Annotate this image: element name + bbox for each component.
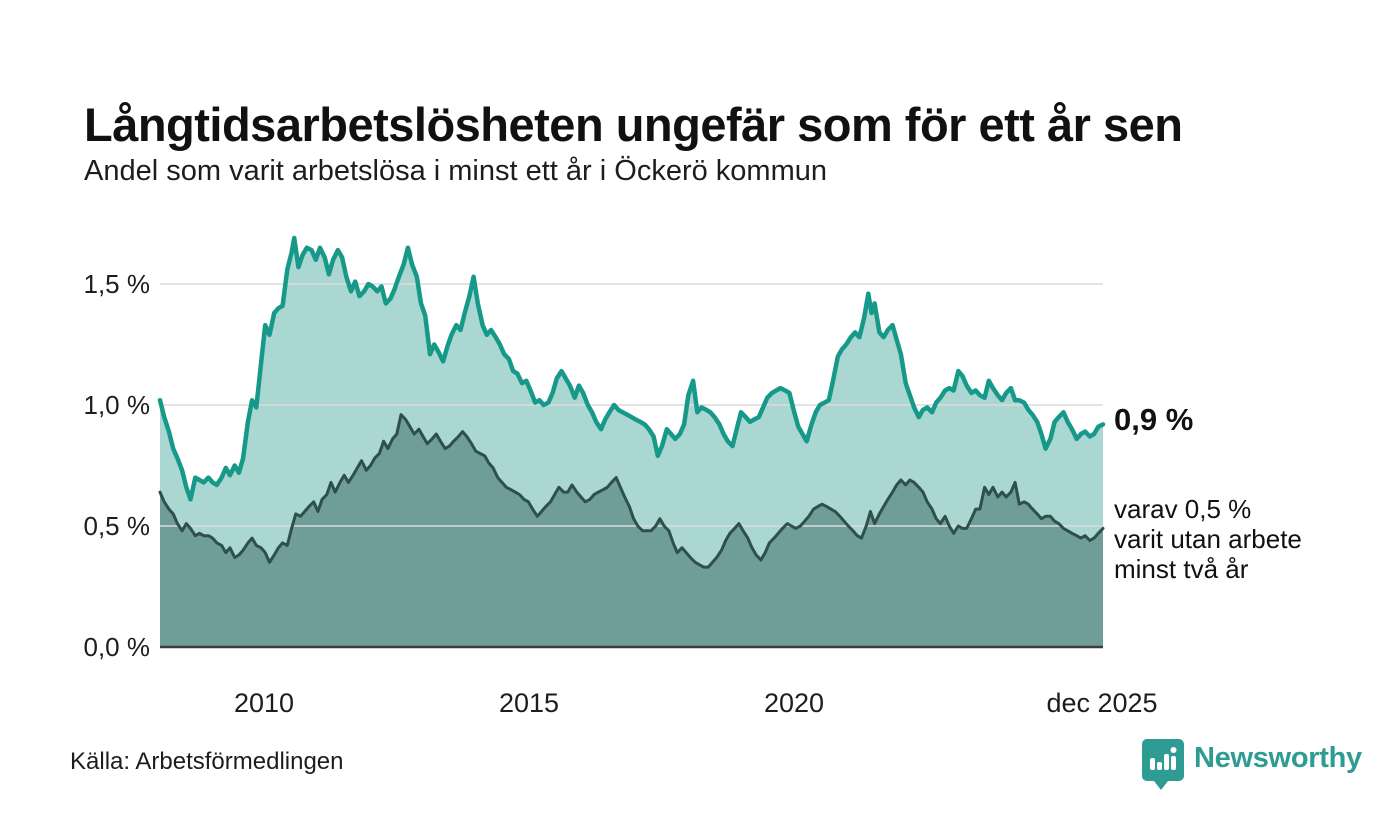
x-axis-tick-2020: 2020 xyxy=(763,688,825,718)
newsworthy-wordmark: Newsworthy xyxy=(1194,742,1362,774)
source-note: Källa: Arbetsförmedlingen xyxy=(70,748,344,775)
two-year-share-annotation: varav 0,5 % varit utan arbete minst två … xyxy=(1114,494,1302,584)
x-axis-tick-2015: 2015 xyxy=(498,688,560,718)
y-axis-tick-1-5: 1,5 % xyxy=(83,269,151,299)
newsworthy-logo: Newsworthy xyxy=(1142,739,1362,791)
page-subtitle: Andel som varit arbetslösa i minst ett å… xyxy=(84,155,827,187)
x-axis-tick-2010: 2010 xyxy=(233,688,295,718)
page-title: Långtidsarbetslösheten ungefär som för e… xyxy=(84,98,1183,152)
x-axis-tick-dec-2025: dec 2025 xyxy=(1046,688,1158,718)
newsworthy-speech-bubble-chart-icon xyxy=(1142,739,1184,791)
y-axis-tick-0-0: 0,0 % xyxy=(83,632,151,662)
latest-value-label: 0,9 % xyxy=(1114,402,1194,437)
y-axis-tick-1-0: 1,0 % xyxy=(83,390,151,420)
y-axis-tick-0-5: 0,5 % xyxy=(83,511,151,541)
